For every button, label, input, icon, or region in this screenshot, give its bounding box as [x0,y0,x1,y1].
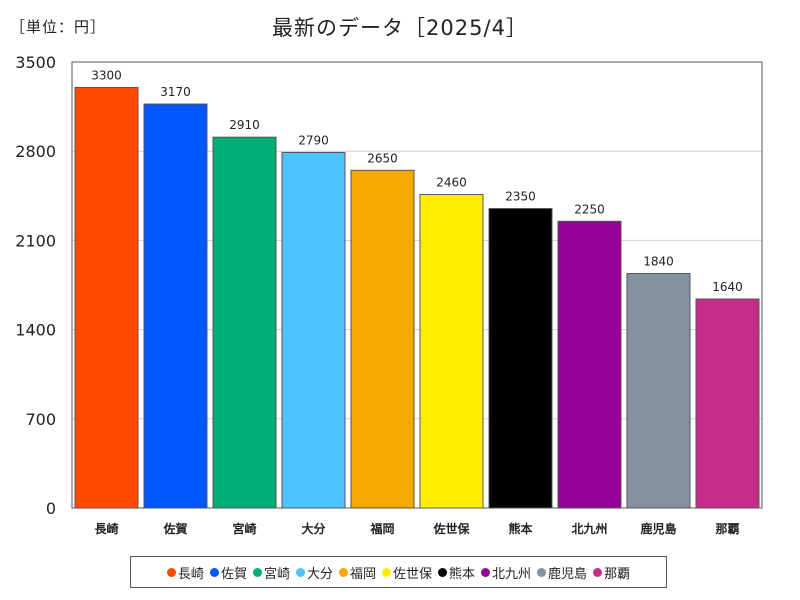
legend-label: 福岡 [349,566,376,582]
bar-10[interactable] [695,298,760,509]
x-tick-label: 北九州 [571,521,607,536]
legend-marker [438,567,448,577]
legend-item: 大分 [295,563,333,582]
bar-1[interactable] [74,86,139,509]
data-label: 2350 [505,190,536,204]
bar-5[interactable] [350,169,415,509]
data-label: 2910 [229,118,260,132]
bar-4[interactable] [281,151,346,509]
data-label: 2460 [436,176,467,190]
legend-item: 那覇 [593,563,630,582]
data-label: 1640 [712,280,743,294]
x-tick-label: 大分 [301,521,325,536]
data-label: 2650 [367,151,398,165]
y-tick-label: 2100 [15,231,56,250]
x-axis-ticks: 長崎 佐賀 宮崎 大分 福岡 佐世保 熊本 北九州 鹿児島 那覇 [94,521,739,536]
chart-title: 最新のデータ［2025/4］ [272,16,528,40]
legend-item: 熊本 [438,563,475,582]
legend-marker [209,567,219,577]
legend-label: 那覇 [604,566,631,582]
y-tick-label: 2800 [15,142,56,161]
unit-label: ［単位：円］ [10,18,107,36]
legend-label: 北九州 [492,566,532,582]
legend-marker [252,567,262,577]
bar-9[interactable] [626,273,691,509]
x-tick-label: 福岡 [369,521,394,536]
legend-label: 佐賀 [220,566,247,582]
data-labels: 3300 3170 2910 2790 2650 2460 2350 2250 1840 1640 [91,68,743,294]
legend: 長崎 佐賀 宮崎 大分 福岡 佐世保 熊本 北九州 鹿児島 那覇 [130,556,667,588]
legend-item: 宮崎 [252,563,290,582]
bar-3[interactable] [212,136,277,509]
legend-marker [537,567,547,577]
legend-marker [166,567,176,577]
legend-item: 長崎 [166,563,204,582]
legend-item: 佐世保 [382,563,432,582]
legend-label: 熊本 [449,566,476,582]
data-label: 2790 [298,133,329,147]
legend-marker [338,567,348,577]
legend-marker [481,567,491,577]
legend-label: 長崎 [177,566,204,582]
legend-label: 大分 [306,566,333,582]
legend-label: 鹿児島 [548,566,588,582]
legend-label: 宮崎 [263,566,290,582]
legend-item: 福岡 [338,563,376,582]
legend-marker [382,567,391,577]
data-label: 3170 [160,85,191,99]
legend-item: 北九州 [481,563,531,582]
y-tick-label: 3500 [15,53,56,72]
bar-7[interactable] [488,208,553,509]
y-tick-label: 0 [46,499,56,518]
bar-6[interactable] [419,194,484,509]
x-tick-label: 佐世保 [432,521,470,536]
y-tick-label: 1400 [15,321,56,340]
y-tick-label: 700 [25,410,56,429]
y-axis-ticks: 0 700 1400 2100 2800 3500 [15,53,56,518]
x-tick-label: 長崎 [94,521,118,536]
legend-item: 鹿児島 [537,563,587,582]
data-label: 2250 [574,202,605,216]
x-tick-label: 宮崎 [232,521,256,536]
x-tick-label: 那覇 [715,522,739,536]
plot-frame [71,61,763,509]
x-tick-label: 佐賀 [162,521,187,536]
legend-item: 佐賀 [209,563,247,582]
bar-8[interactable] [557,220,622,509]
legend-marker [593,567,603,577]
legend-marker [295,567,305,577]
data-label: 3300 [91,68,122,82]
bars [74,86,760,509]
data-label: 1840 [643,255,674,269]
bar-2[interactable] [143,103,208,509]
x-tick-label: 鹿児島 [640,521,676,536]
legend-label: 佐世保 [393,566,433,582]
x-tick-label: 熊本 [508,521,532,536]
bar-chart: 0 700 1400 2100 2800 3500 長崎 佐賀 宮崎 大分 福岡 佐世保 熊本 北九州 鹿… [15,53,763,536]
